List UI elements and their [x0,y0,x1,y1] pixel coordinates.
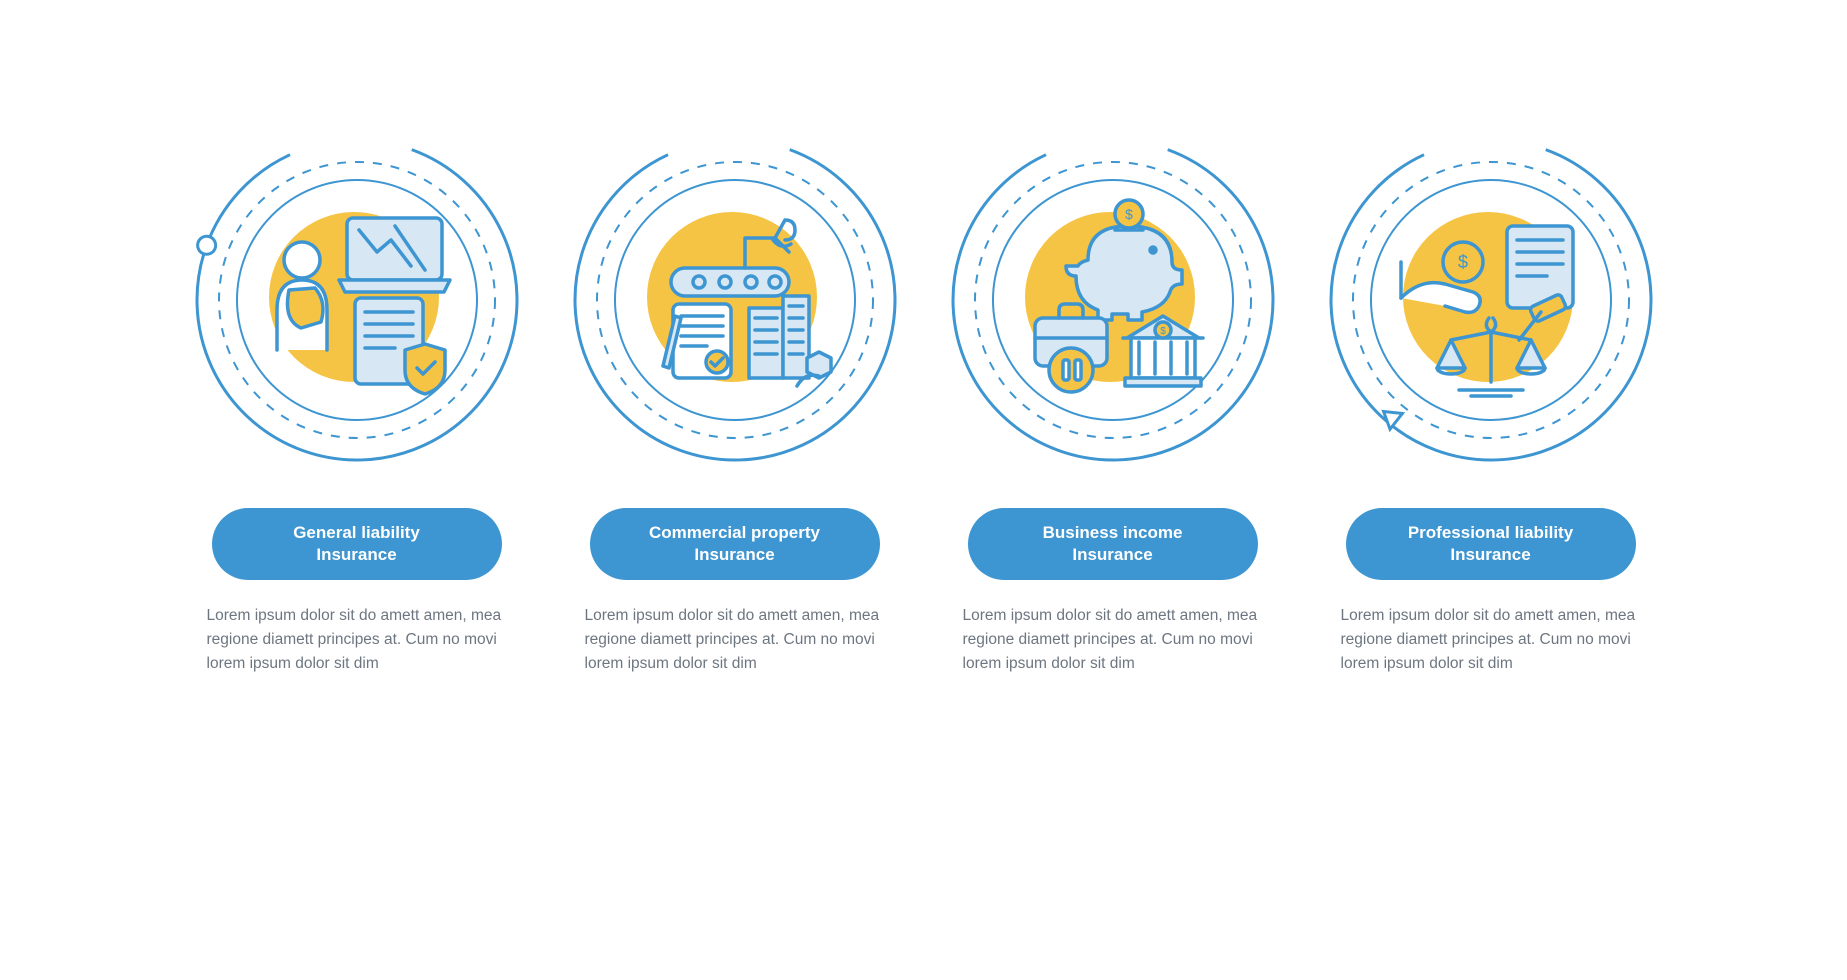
infographic-item: General liability Insurance Lorem ipsum … [177,130,537,676]
circle-frame: $ [1321,130,1661,470]
title-line1: Commercial property [649,523,820,542]
circle-frame: $ $ [943,130,1283,470]
infographic-item: $ $ [933,130,1293,676]
title-pill: General liability Insurance [212,508,502,580]
infographic-row: General liability Insurance Lorem ipsum … [0,0,1847,676]
title-pill: Business income Insurance [968,508,1258,580]
title-pill: Professional liability Insurance [1346,508,1636,580]
circle-frame [565,130,905,470]
title-line2: Insurance [694,545,774,564]
title-line2: Insurance [1450,545,1530,564]
title-line2: Insurance [1072,545,1152,564]
commercial-property-icon [625,190,845,410]
title-line1: Professional liability [1408,523,1573,542]
title-pill: Commercial property Insurance [590,508,880,580]
general-liability-icon [247,190,467,410]
title-line2: Insurance [316,545,396,564]
title-line1: General liability [293,523,420,542]
svg-text:$: $ [1125,206,1133,222]
circle-frame [187,130,527,470]
professional-liability-icon: $ [1381,190,1601,410]
description: Lorem ipsum dolor sit do amett amen, mea… [207,604,507,676]
business-income-icon: $ $ [1003,190,1223,410]
description: Lorem ipsum dolor sit do amett amen, mea… [1341,604,1641,676]
svg-text:$: $ [1457,252,1467,272]
infographic-item: $ Professional liability Insurance Lorem… [1311,130,1671,676]
infographic-item: Commercial property Insurance Lorem ipsu… [555,130,915,676]
title-line1: Business income [1043,523,1183,542]
description: Lorem ipsum dolor sit do amett amen, mea… [585,604,885,676]
svg-text:$: $ [1160,326,1166,337]
description: Lorem ipsum dolor sit do amett amen, mea… [963,604,1263,676]
